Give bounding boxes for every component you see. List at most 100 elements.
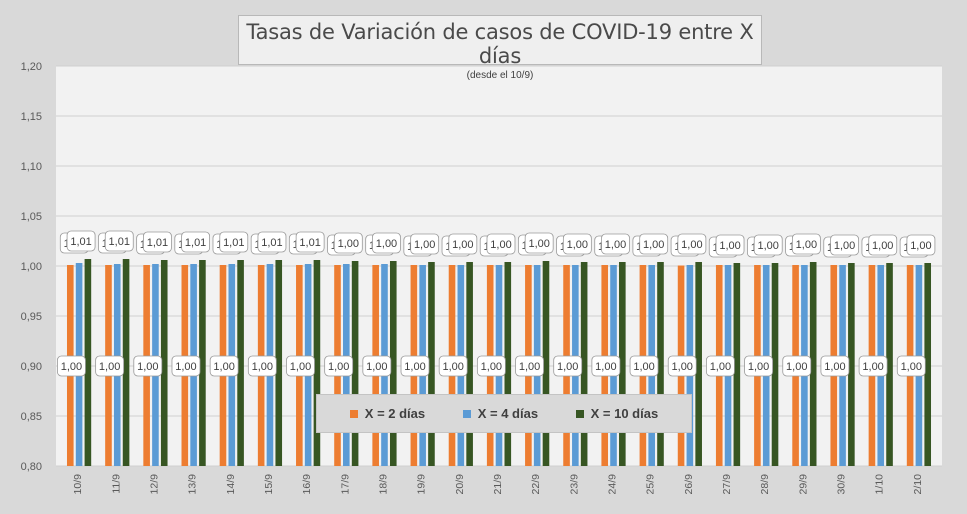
data-label-box — [524, 232, 554, 254]
data-label-box — [171, 355, 201, 377]
x-tick-label: 18/9 — [377, 474, 389, 495]
x-tick-label: 12/9 — [148, 474, 160, 495]
x-tick-label: 21/9 — [492, 474, 504, 495]
data-label: 1,00 — [175, 361, 196, 373]
bar — [848, 263, 855, 466]
y-tick-label: 0,80 — [21, 461, 42, 473]
data-label: 1,00 — [442, 361, 463, 373]
bar — [84, 259, 92, 466]
data-label-box — [143, 231, 172, 253]
bar — [237, 260, 244, 466]
x-tick-label: 26/9 — [683, 474, 695, 495]
data-label: 1,00 — [748, 361, 769, 373]
x-tick-label: 11/9 — [110, 474, 122, 494]
x-tick-label: 14/9 — [225, 474, 237, 495]
data-label: 1,01 — [109, 236, 130, 248]
data-label-box — [515, 355, 544, 377]
data-label: 1,00 — [605, 239, 626, 251]
data-label: 1,00 — [633, 361, 654, 373]
x-tick-label: 16/9 — [301, 474, 313, 495]
x-tick-label: 30/9 — [836, 474, 848, 495]
data-label-box — [868, 234, 898, 256]
legend-swatch-x2 — [349, 409, 358, 418]
data-label: 1,00 — [710, 361, 731, 373]
x-tick-label: 22/9 — [530, 474, 542, 495]
y-tick-label: 1,05 — [21, 211, 42, 223]
data-label: 1,01 — [223, 237, 244, 249]
data-label: 1,00 — [910, 240, 931, 252]
bar — [886, 263, 893, 466]
legend-label-x2: X = 2 días — [364, 406, 426, 421]
x-tick-label: 10/9 — [72, 474, 84, 495]
data-label-box — [257, 231, 287, 253]
data-label-box — [858, 355, 888, 377]
x-tick-label: 27/9 — [721, 474, 733, 495]
data-label: 1,00 — [796, 239, 817, 251]
legend-swatch-x4 — [462, 409, 471, 418]
data-label-box — [791, 233, 821, 255]
data-label: 1,00 — [404, 361, 425, 373]
bar — [122, 259, 130, 466]
data-label: 1,00 — [719, 240, 740, 252]
data-label: 1,00 — [481, 361, 502, 373]
bar — [466, 262, 473, 466]
data-label: 1,00 — [528, 238, 549, 250]
data-label: 1,00 — [567, 239, 588, 251]
y-tick-label: 1,15 — [21, 111, 42, 123]
data-label: 1,01 — [70, 236, 91, 248]
data-label-box — [782, 355, 812, 377]
data-label: 1,00 — [758, 240, 779, 252]
data-label-box — [476, 355, 506, 377]
data-label-box — [324, 355, 354, 377]
bar — [504, 262, 512, 466]
data-label: 1,00 — [137, 361, 158, 373]
x-tick-label: 15/9 — [263, 474, 275, 495]
data-label: 1,00 — [872, 240, 893, 252]
bar — [924, 263, 932, 466]
legend-swatch-x10 — [575, 409, 584, 418]
data-label-box — [247, 355, 277, 377]
data-label: 1,01 — [185, 237, 206, 249]
data-label-box — [66, 230, 96, 252]
data-label-box — [553, 355, 583, 377]
data-label: 1,00 — [519, 361, 540, 373]
x-tick-label: 23/9 — [568, 474, 580, 495]
bar — [580, 262, 588, 466]
legend-item-x2: X = 2 días — [349, 406, 426, 421]
data-label-box — [562, 233, 592, 255]
data-label-box — [629, 355, 659, 377]
y-tick-label: 0,95 — [21, 311, 42, 323]
chart-legend: X = 2 días X = 4 días X = 10 días — [316, 394, 692, 433]
bar — [160, 260, 168, 466]
data-label-box — [333, 232, 363, 254]
bar — [619, 262, 626, 466]
x-tick-label: 20/9 — [454, 474, 466, 495]
bar — [733, 263, 741, 466]
y-tick-label: 1,10 — [21, 161, 42, 173]
bar — [695, 262, 702, 466]
data-label: 1,01 — [147, 237, 168, 249]
bar — [351, 261, 359, 466]
data-label: 1,00 — [61, 361, 82, 373]
data-label: 1,00 — [681, 239, 702, 251]
data-label: 1,00 — [786, 361, 807, 373]
x-tick-label: 24/9 — [607, 474, 619, 495]
data-label: 1,01 — [299, 237, 320, 249]
data-label: 1,00 — [290, 361, 311, 373]
data-label: 1,00 — [672, 361, 693, 373]
data-label-box — [639, 233, 669, 255]
data-label: 1,00 — [643, 239, 664, 251]
data-label: 1,00 — [414, 239, 435, 251]
data-label-box — [715, 234, 745, 256]
x-tick-label: 19/9 — [416, 474, 428, 495]
data-label-box — [219, 231, 249, 253]
data-label-box — [906, 234, 936, 256]
data-label-box — [438, 355, 468, 377]
data-label-box — [744, 355, 773, 377]
data-label-box — [753, 234, 783, 256]
data-label: 1,00 — [328, 361, 349, 373]
data-label-box — [372, 232, 401, 254]
data-label: 1,00 — [366, 361, 387, 373]
data-label: 1,01 — [261, 237, 282, 249]
data-label-box — [830, 234, 859, 256]
